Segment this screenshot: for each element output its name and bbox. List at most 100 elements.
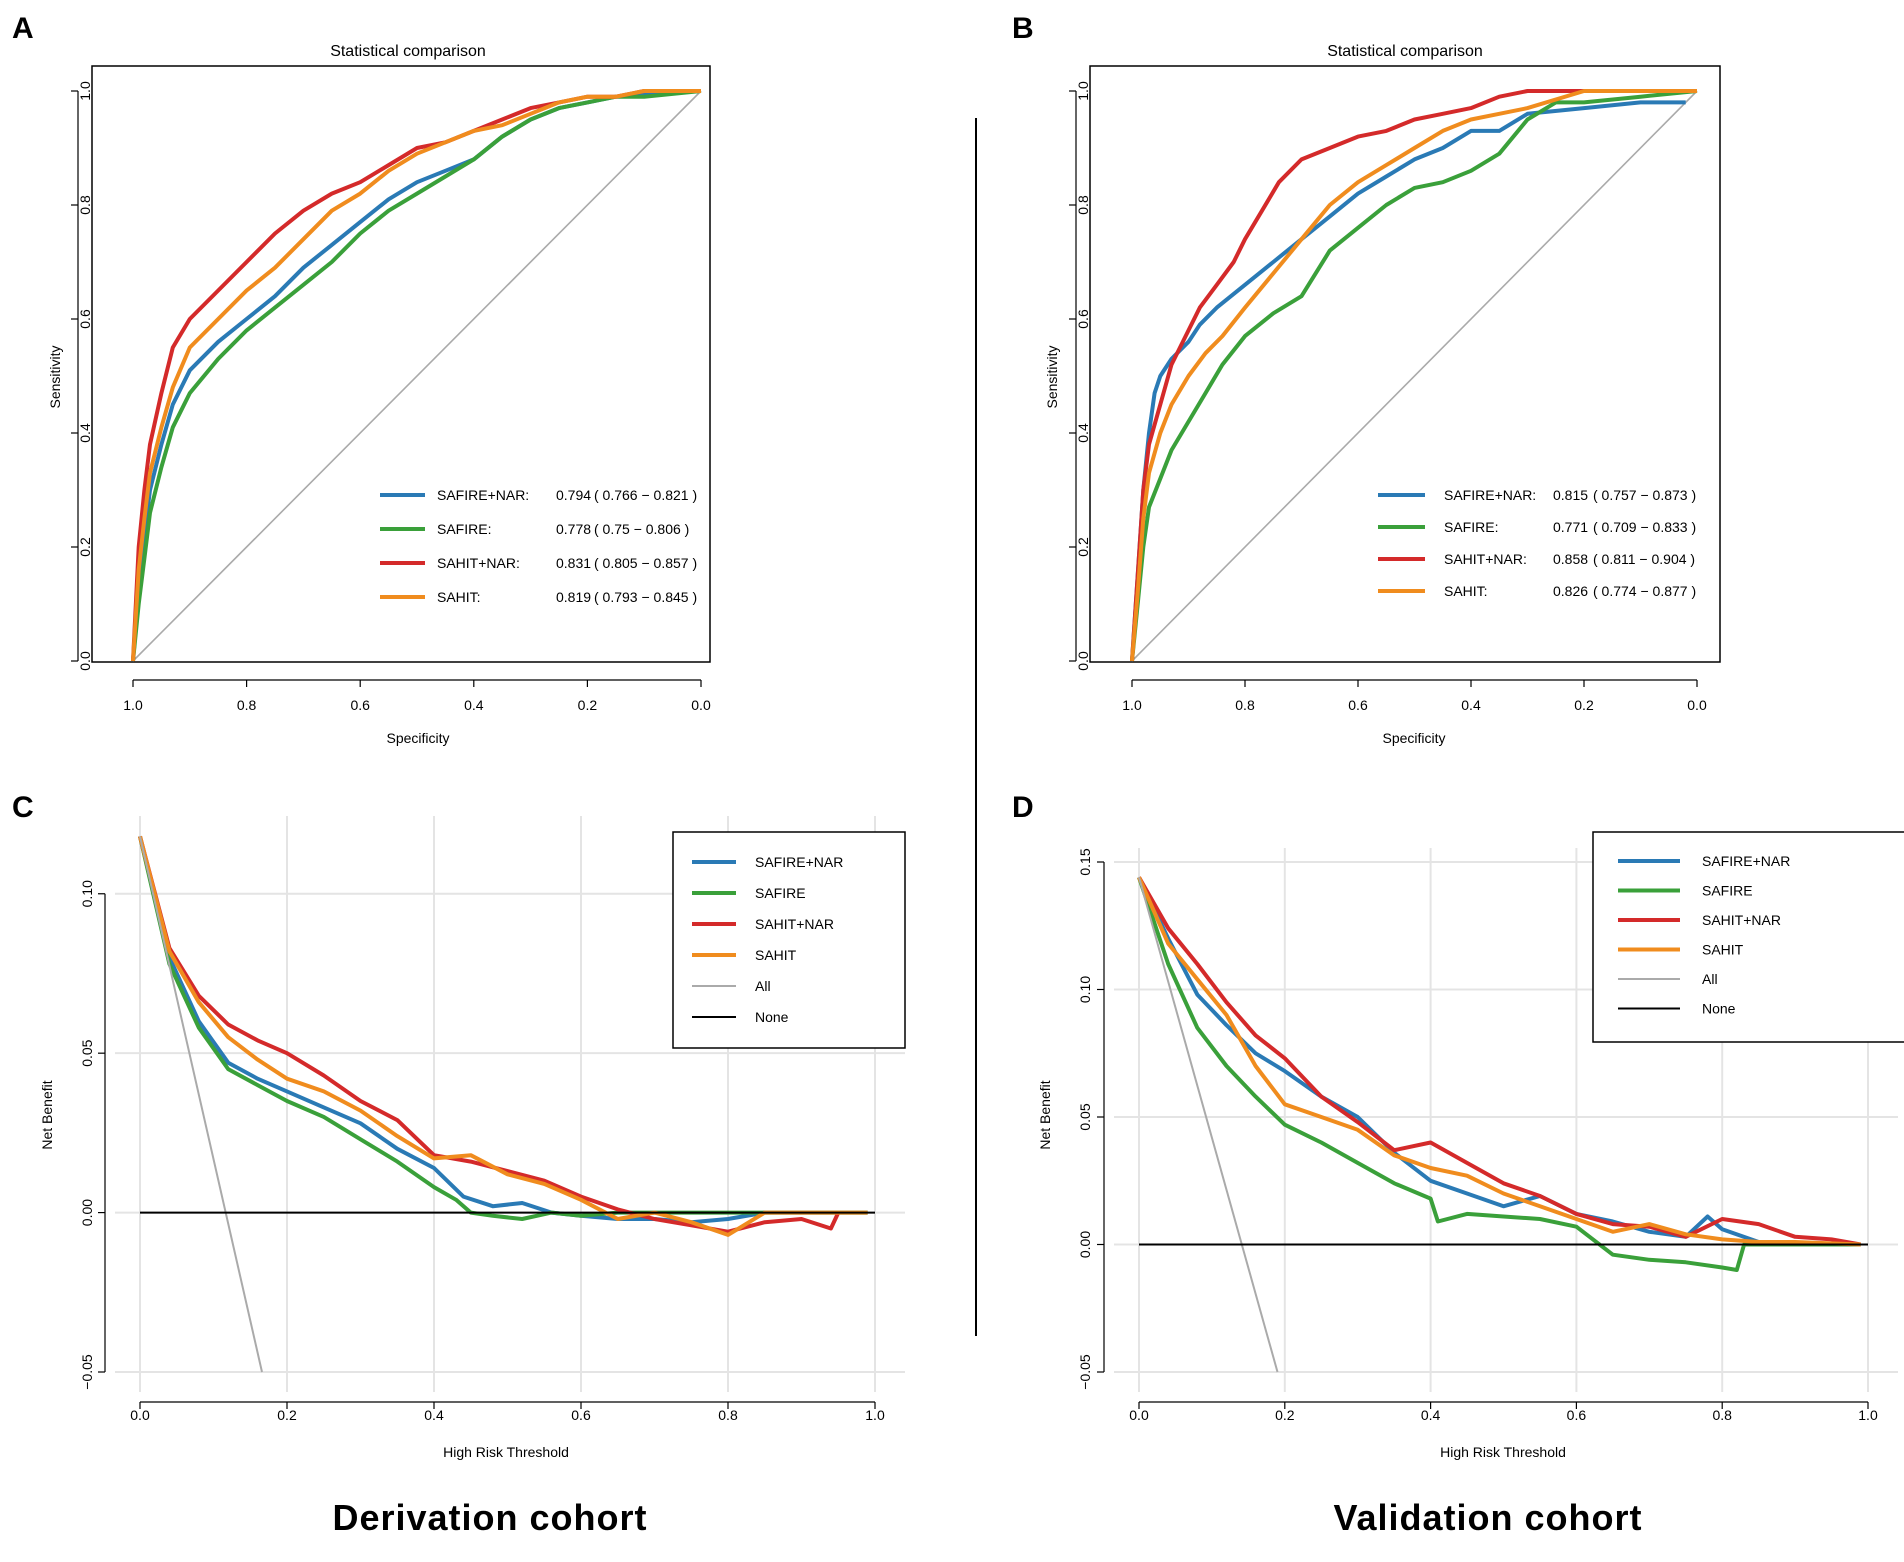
series-group	[138, 835, 875, 1373]
plot-frame	[91, 65, 711, 663]
x-tick-label: 0.6	[350, 697, 370, 713]
y-tick-label: −0.05	[1077, 1354, 1093, 1390]
legend-label-sahit: SAHIT:	[437, 589, 481, 605]
x-tick-label: 0.2	[277, 1407, 297, 1423]
derivation-cohort-caption: Derivation cohort	[332, 1497, 647, 1538]
legend-ci-sahit: ( 0.774 − 0.877 )	[1593, 583, 1696, 599]
y-tick-label: 0.0	[77, 651, 93, 671]
y-tick-label: −0.05	[79, 1354, 95, 1390]
panel-letter: D	[1012, 791, 1034, 824]
x-tick-label: 1.0	[1122, 697, 1142, 713]
panel-letter: C	[12, 791, 34, 824]
y-axis-label: Net Benefit	[1037, 1080, 1053, 1149]
panel-letter: A	[12, 12, 34, 45]
panel-d: D High Risk Threshold Net Benefit 0.0 0.2…	[1012, 791, 1904, 1460]
legend-label-safire-plus-nar: SAFIRE+NAR:	[437, 487, 529, 503]
x-axis-label: Specificity	[1382, 730, 1445, 746]
legend-label-sahit: SAHIT	[1702, 942, 1744, 958]
x-tick-label: 0.2	[1574, 697, 1594, 713]
x-tick-label: 0.2	[1275, 1407, 1295, 1423]
legend-label-none: None	[1702, 1001, 1736, 1017]
legend-box	[1592, 831, 1904, 1043]
legend-ci-safire: ( 0.75 − 0.806 )	[594, 521, 689, 537]
series-line-all	[1138, 877, 1279, 1373]
series-group	[1137, 876, 1868, 1373]
panel-b: B Statistical comparison Specificity Sen…	[1012, 12, 1721, 746]
x-tick-label: 1.0	[1858, 1407, 1878, 1423]
panel-a: A Statistical comparison Specificity Sen…	[12, 12, 711, 746]
x-tick-label: 0.4	[424, 1407, 444, 1423]
x-tick-label: 0.4	[464, 697, 484, 713]
x-tick-label: 0.8	[718, 1407, 738, 1423]
x-tick-label: 0.8	[237, 697, 257, 713]
y-tick-label: 0.8	[1075, 195, 1091, 215]
legend-ci-sahit: ( 0.793 − 0.845 )	[594, 589, 697, 605]
series-line-sahit-plus-nar	[1137, 876, 1862, 1247]
legend-label-safire: SAFIRE:	[1444, 519, 1498, 535]
y-tick-label: 0.6	[77, 309, 93, 329]
legend-ci-sahit-plus-nar: ( 0.811 − 0.904 )	[1593, 551, 1695, 567]
y-tick-label: 0.4	[1075, 423, 1091, 443]
legend-label-safire: SAFIRE	[1702, 883, 1753, 899]
legend-label-safire: SAFIRE:	[437, 521, 491, 537]
legend-box	[672, 831, 906, 1049]
x-tick-label: 0.4	[1421, 1407, 1441, 1423]
x-tick-label: 0.0	[1129, 1407, 1149, 1423]
series-line-safire	[1137, 876, 1861, 1272]
legend-auc-sahit-plus-nar: 0.858	[1553, 551, 1588, 567]
plot-frame	[1089, 65, 1721, 663]
y-tick-label: 1.0	[77, 81, 93, 101]
y-tick-label: 0.05	[79, 1039, 95, 1066]
series-line-sahit	[1130, 89, 1697, 662]
y-axis-label: Net Benefit	[39, 1080, 55, 1149]
series-line-safire-plus-nar	[138, 835, 868, 1225]
legend-label-sahit-plus-nar: SAHIT+NAR	[1702, 912, 1781, 928]
y-tick-label: 0.00	[1077, 1231, 1093, 1258]
plot-area: 1.0 0.8 0.6 0.4 0.2 0.0 0.0 0.2 0.4 0.6 0.8 1.0 SAFI…	[71, 65, 711, 713]
plot-area: 0.0 0.2 0.4 0.6 0.8 1.0 −0.05 0.00 0.05 0.10 SAFIR…	[79, 816, 906, 1423]
y-tick-label: 1.0	[1075, 81, 1091, 101]
series-line-safire	[1130, 89, 1698, 662]
y-axis-label: Sensitivity	[47, 345, 63, 408]
series-group	[131, 89, 702, 662]
legend-label-sahit: SAHIT:	[1444, 583, 1488, 599]
series-group	[1130, 89, 1698, 662]
y-tick-label: 0.10	[79, 880, 95, 907]
panel-letter: B	[1012, 12, 1034, 45]
x-tick-label: 0.8	[1235, 697, 1255, 713]
legend-label-sahit-plus-nar: SAHIT+NAR:	[1444, 551, 1527, 567]
legend-auc-safire-plus-nar: 0.794	[556, 487, 591, 503]
series-line-sahit-plus-nar	[1130, 89, 1697, 662]
x-axis-label: High Risk Threshold	[1440, 1444, 1566, 1460]
y-tick-label: 0.2	[1075, 537, 1091, 557]
legend-auc-safire: 0.778	[556, 521, 591, 537]
y-tick-label: 0.2	[77, 537, 93, 557]
legend: SAFIRE+NAR SAFIRE SAHIT+NAR SAHIT All None	[1592, 831, 1904, 1043]
legend-label-all: All	[1702, 971, 1718, 987]
x-tick-label: 0.4	[1461, 697, 1481, 713]
series-line-sahit	[138, 835, 868, 1237]
legend-label-safire-plus-nar: SAFIRE+NAR	[1702, 853, 1790, 869]
x-tick-label: 0.6	[1567, 1407, 1587, 1423]
legend: SAFIRE+NAR: 0.815 ( 0.757 − 0.873 ) SAFIRE:…	[1378, 487, 1696, 599]
series-line-safire-plus-nar	[1130, 100, 1686, 662]
series-line-all	[139, 836, 263, 1373]
y-tick-label: 0.6	[1075, 309, 1091, 329]
y-tick-label: 0.05	[1077, 1103, 1093, 1130]
legend-label-sahit-plus-nar: SAHIT+NAR	[755, 916, 834, 932]
x-tick-label: 0.8	[1712, 1407, 1732, 1423]
legend-label-sahit: SAHIT	[755, 947, 797, 963]
x-tick-label: 0.0	[130, 1407, 150, 1423]
legend-label-safire-plus-nar: SAFIRE+NAR:	[1444, 487, 1536, 503]
x-tick-label: 0.0	[691, 697, 711, 713]
y-tick-label: 0.00	[79, 1199, 95, 1226]
x-tick-label: 0.6	[571, 1407, 591, 1423]
legend: SAFIRE+NAR SAFIRE SAHIT+NAR SAHIT All None	[672, 831, 906, 1049]
x-axis-label: High Risk Threshold	[443, 1444, 569, 1460]
x-tick-label: 0.2	[578, 697, 598, 713]
plot-area: 1.0 0.8 0.6 0.4 0.2 0.0 0.0 0.2 0.4 0.6 0.8 1.0 SAFI…	[1069, 65, 1721, 713]
chart-title: Statistical comparison	[330, 43, 486, 60]
y-tick-label: 0.15	[1077, 848, 1093, 875]
legend-auc-safire: 0.771	[1553, 519, 1588, 535]
